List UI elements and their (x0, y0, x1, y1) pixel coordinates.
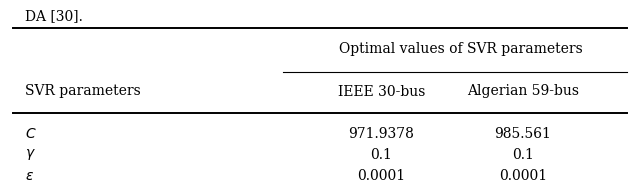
Text: 0.0001: 0.0001 (357, 169, 406, 183)
Text: $C$: $C$ (25, 127, 36, 141)
Text: 971.9378: 971.9378 (349, 127, 414, 141)
Text: Optimal values of SVR parameters: Optimal values of SVR parameters (339, 42, 583, 56)
Text: 0.0001: 0.0001 (499, 169, 547, 183)
Text: $\varepsilon$: $\varepsilon$ (25, 169, 34, 183)
Text: SVR parameters: SVR parameters (25, 85, 141, 98)
Text: DA [30].: DA [30]. (25, 9, 83, 23)
Text: Algerian 59-bus: Algerian 59-bus (467, 85, 579, 98)
Text: 985.561: 985.561 (494, 127, 551, 141)
Text: 0.1: 0.1 (371, 148, 392, 162)
Text: IEEE 30-bus: IEEE 30-bus (338, 85, 425, 98)
Text: $\gamma$: $\gamma$ (25, 147, 36, 162)
Text: 0.1: 0.1 (512, 148, 534, 162)
